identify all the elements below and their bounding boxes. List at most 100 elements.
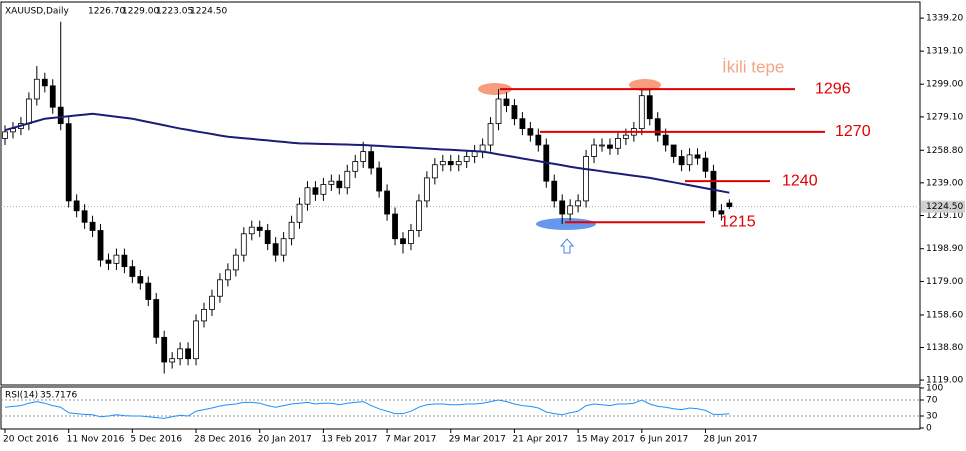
candle-body [559, 200, 566, 215]
bottom-marker [536, 218, 596, 230]
candle-body [121, 254, 128, 268]
annotation: İkili tepe [722, 57, 784, 76]
y-tick-label: 1219.10 [926, 211, 963, 221]
top-marker [478, 83, 512, 95]
rsi-tick-label: 100 [926, 384, 943, 394]
candle-body [662, 134, 669, 146]
main-panel [0, 1, 921, 386]
current-price-label: 1224.50 [926, 202, 963, 212]
candle-body [519, 118, 526, 129]
candle-body [129, 266, 136, 277]
candle-body [193, 320, 199, 360]
x-tick-label: 28 Jun 2017 [703, 435, 757, 445]
y-tick-label: 1179.00 [926, 277, 963, 287]
candle-body [304, 187, 311, 205]
candle-body [153, 299, 160, 338]
candle-body [646, 95, 653, 120]
candle-body [177, 348, 184, 360]
x-tick-label: 11 Nov 2016 [67, 435, 125, 445]
candle-body [583, 156, 589, 202]
candle-body [2, 131, 8, 139]
candle-body [25, 98, 32, 125]
candle-body [33, 78, 40, 100]
candle-body [256, 226, 263, 231]
candle-body [65, 123, 72, 202]
y-tick-label: 1258.80 [926, 146, 963, 156]
candle-body [384, 190, 390, 215]
candle-body [455, 161, 462, 166]
candle-body [599, 144, 605, 147]
candle-body [607, 144, 613, 149]
candle-body [718, 210, 725, 215]
x-tick-label: 29 Mar 2017 [449, 435, 506, 445]
y-tick-label: 1138.80 [926, 343, 963, 353]
candle-body [503, 98, 510, 106]
candle-body [49, 85, 56, 108]
x-tick-label: 20 Jan 2017 [258, 435, 312, 445]
level-label: 1296 [815, 80, 851, 97]
ohlc-open: 1226.70 [88, 7, 125, 17]
candle-body [615, 138, 621, 149]
level-label: 1270 [835, 123, 871, 140]
candle-body [654, 118, 661, 136]
candle-body [185, 348, 191, 360]
ohlc-low: 1223.05 [156, 7, 193, 17]
y-tick-label: 1339.20 [926, 14, 963, 24]
rsi-label: RSI(14) [5, 391, 38, 401]
x-tick-label: 15 May 2017 [576, 435, 635, 445]
candle-body [471, 151, 478, 157]
top-marker [629, 79, 661, 91]
candle-body [336, 180, 343, 189]
candle-body [638, 95, 645, 129]
candle-body [145, 282, 152, 300]
candle-body [392, 213, 398, 240]
x-tick-label: 28 Dec 2016 [194, 435, 252, 445]
candle-body [694, 154, 701, 159]
candle-body [447, 161, 454, 166]
rsi-line [4, 399, 730, 419]
candle-body [169, 358, 176, 363]
candle-body [686, 154, 693, 166]
candle-body [431, 164, 438, 179]
candle-body [89, 221, 96, 231]
x-tick-label: 6 Jun 2017 [640, 435, 688, 445]
candle-body [57, 106, 64, 125]
candle-body [400, 238, 406, 245]
candle-body [73, 200, 80, 212]
up-arrow [559, 238, 575, 254]
candle-body [360, 151, 367, 162]
x-tick-label: 20 Oct 2016 [3, 435, 59, 445]
level-label: 1240 [782, 172, 818, 189]
y-tick-label: 1319.10 [926, 47, 963, 57]
candle-body [551, 180, 558, 202]
y-tick-label: 1239.00 [926, 178, 963, 188]
candle-body [439, 161, 446, 166]
candle-body [312, 187, 319, 195]
level-label: 1215 [720, 213, 756, 230]
candle-body [209, 295, 215, 310]
candle-body [575, 200, 582, 207]
rsi-tick-label: 0 [926, 424, 932, 434]
candle-body [320, 184, 327, 195]
candle-body [495, 98, 502, 125]
ohlc-high: 1229.00 [122, 7, 159, 17]
candle-body [567, 205, 574, 215]
candle-body [113, 254, 120, 264]
candle-body [232, 254, 239, 271]
candle-body [240, 233, 247, 256]
candle-body [408, 230, 414, 245]
candle-body [81, 210, 88, 223]
candle-body [352, 161, 359, 172]
candle-body [105, 259, 112, 264]
rsi-tick-label: 70 [926, 396, 938, 406]
candle-body [376, 167, 383, 192]
x-tick-label: 7 Mar 2017 [385, 435, 436, 445]
candle-body [264, 230, 271, 245]
y-tick-label: 1299.00 [926, 80, 963, 90]
candle-body [527, 128, 534, 136]
candle-body [97, 230, 104, 261]
x-tick-label: 5 Dec 2016 [130, 435, 182, 445]
candle-body [288, 221, 295, 240]
candle-body [137, 276, 144, 284]
